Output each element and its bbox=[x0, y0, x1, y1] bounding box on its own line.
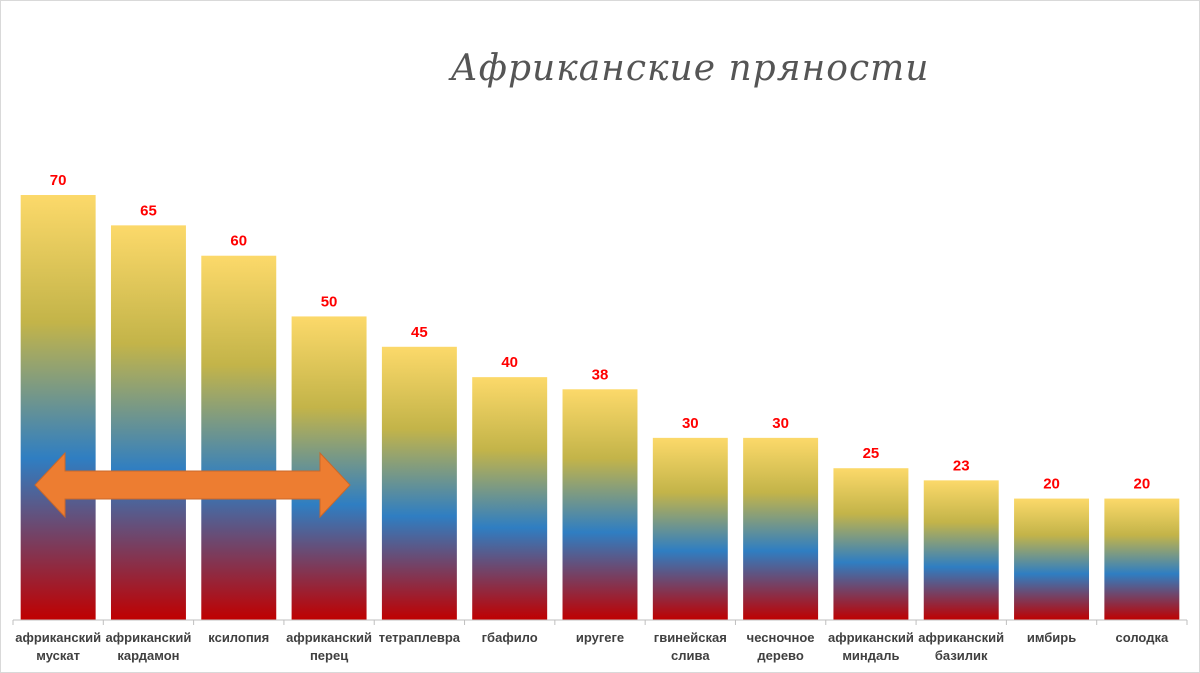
annotations-group bbox=[34, 451, 351, 519]
bar bbox=[381, 346, 457, 620]
bar bbox=[652, 437, 728, 620]
category-label: ксилопия bbox=[208, 630, 269, 645]
category-label: гвинейская слива bbox=[654, 630, 727, 663]
double-arrow-annotation bbox=[34, 451, 351, 519]
data-label: 38 bbox=[592, 366, 609, 383]
category-label: африканский миндаль bbox=[828, 630, 914, 663]
category-label: тетраплевра bbox=[379, 630, 461, 645]
category-label: африканский кардамон bbox=[106, 630, 192, 663]
data-label: 25 bbox=[863, 445, 880, 462]
data-label: 50 bbox=[321, 293, 338, 310]
category-label: чесночное дерево bbox=[747, 630, 815, 663]
data-label: 20 bbox=[1043, 476, 1060, 493]
category-label: африканский базилик bbox=[918, 630, 1004, 663]
data-label: 60 bbox=[230, 233, 247, 250]
data-label: 20 bbox=[1134, 476, 1151, 493]
category-label: иругеге bbox=[576, 630, 624, 645]
bar bbox=[20, 195, 96, 620]
bar bbox=[562, 389, 638, 620]
bar bbox=[110, 225, 186, 620]
bar bbox=[1014, 498, 1090, 620]
bar bbox=[201, 255, 277, 620]
data-label: 65 bbox=[140, 202, 157, 219]
bar bbox=[923, 480, 999, 620]
chart-title: Африканские пряности bbox=[450, 48, 930, 89]
bar bbox=[472, 377, 548, 620]
category-label: имбирь bbox=[1027, 630, 1076, 645]
category-label: африканский перец bbox=[286, 630, 372, 663]
data-label: 23 bbox=[953, 457, 970, 474]
bar bbox=[743, 437, 819, 620]
category-label: африканский мускат bbox=[15, 630, 101, 663]
bar bbox=[1104, 498, 1180, 620]
bar bbox=[833, 468, 909, 620]
category-label: гбафило bbox=[482, 630, 538, 645]
data-label: 45 bbox=[411, 324, 428, 341]
data-label: 30 bbox=[772, 415, 789, 432]
data-label: 70 bbox=[50, 172, 67, 189]
bars-group bbox=[20, 195, 1180, 620]
data-label: 40 bbox=[501, 354, 518, 371]
x-axis bbox=[12, 619, 1188, 625]
category-label: солодка bbox=[1115, 630, 1168, 645]
labels-group: 70 африканский мускат 65 африканский кардамон… bbox=[15, 172, 1169, 663]
data-label: 30 bbox=[682, 415, 699, 432]
